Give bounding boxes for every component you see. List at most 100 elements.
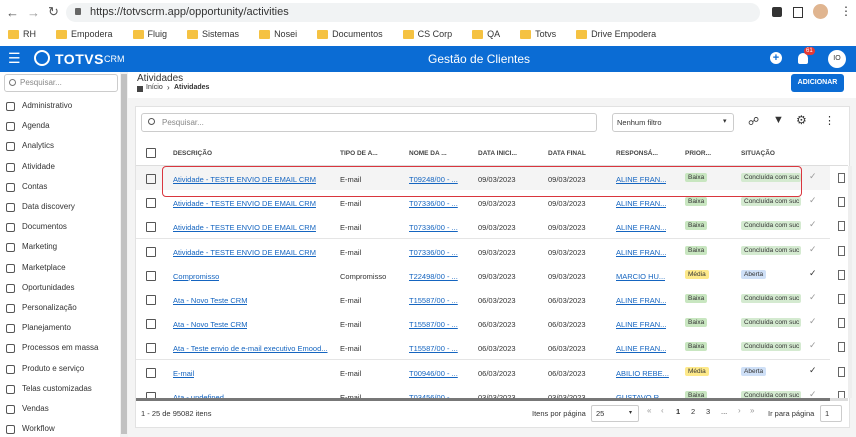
sidebar-item[interactable]: Vendas <box>0 401 118 417</box>
sidebar-item[interactable]: Telas customizadas <box>0 381 118 397</box>
row-checkbox[interactable] <box>146 270 156 281</box>
sidebar-search[interactable]: Pesquisar... <box>4 74 118 92</box>
copy-icon[interactable] <box>838 269 845 280</box>
sidebar-item[interactable]: Planejamento <box>0 320 118 336</box>
cell-link[interactable]: MARCIO HU... <box>616 271 666 281</box>
sidebar-item[interactable]: Oportunidades <box>0 280 118 296</box>
column-header[interactable]: NOME DA ... <box>409 150 447 157</box>
done-icon[interactable]: ✓ <box>809 292 817 302</box>
cell-link[interactable]: T15587/00 - ... <box>409 320 458 330</box>
copy-icon[interactable] <box>838 221 845 232</box>
last-page[interactable]: » <box>750 406 755 415</box>
table-search[interactable]: Pesquisar... <box>141 113 597 132</box>
cell-link[interactable]: ALINE FRAN... <box>616 296 667 305</box>
cell-link[interactable]: Atividade - TESTE ENVIO DE EMAIL CRM <box>173 199 316 209</box>
page-number[interactable]: 2 <box>691 407 696 416</box>
back-button[interactable]: ← <box>6 5 19 20</box>
sidebar-item[interactable]: Marketplace <box>0 260 118 276</box>
first-page[interactable]: « <box>647 406 652 415</box>
breadcrumb-home[interactable]: Início <box>146 84 163 91</box>
sidebar-item[interactable]: Atividade <box>0 159 118 175</box>
filter-button[interactable]: ▼ <box>773 114 784 126</box>
column-header[interactable]: DATA FINAL <box>548 150 586 157</box>
user-avatar[interactable]: IO <box>828 50 846 68</box>
done-icon[interactable]: ✓ <box>809 316 817 327</box>
cell-link[interactable]: Compromisso <box>173 271 220 281</box>
prev-page[interactable]: ‹ <box>661 406 664 415</box>
cell-link[interactable]: ALINE FRAN... <box>616 199 667 209</box>
cell-link[interactable]: ALINE FRAN... <box>616 175 667 184</box>
copy-icon[interactable] <box>838 342 845 353</box>
address-bar[interactable]: https://totvscrm.app/opportunity/activit… <box>66 3 760 22</box>
sidebar-item[interactable]: Documentos <box>0 219 118 235</box>
sidebar-item[interactable]: Administrativo <box>0 98 118 114</box>
bookmark[interactable]: Sistemas <box>187 28 239 42</box>
cell-link[interactable]: T07336/00 - ... <box>409 223 458 233</box>
page-number[interactable]: 1 <box>676 407 681 416</box>
sidebar-item[interactable]: Personalização <box>0 300 118 316</box>
column-header[interactable]: DATA INICI... <box>478 150 517 157</box>
hamburger-menu[interactable]: ☰ <box>8 50 21 66</box>
copy-icon[interactable] <box>838 197 845 208</box>
column-header[interactable]: DESCRIÇÃO <box>173 150 213 157</box>
sidebar-item[interactable]: Marketing <box>0 239 118 255</box>
done-icon[interactable]: ✓ <box>809 195 817 206</box>
bookmark[interactable]: Empodera <box>56 28 113 42</box>
notification-bell[interactable] <box>798 53 808 64</box>
goto-input[interactable]: 1 <box>820 405 842 422</box>
sidebar-item[interactable]: Analytics <box>0 138 118 154</box>
row-checkbox[interactable] <box>146 367 156 378</box>
column-header[interactable]: SITUAÇÃO <box>741 150 775 157</box>
extensions-icon[interactable] <box>772 7 782 17</box>
profile-avatar[interactable] <box>813 4 828 19</box>
row-checkbox[interactable] <box>146 295 156 305</box>
cell-link[interactable]: T15587/00 - ... <box>409 296 458 305</box>
reload-button[interactable]: ↻ <box>48 4 59 19</box>
bookmark[interactable]: Documentos <box>317 28 383 42</box>
more-button[interactable]: ⋮ <box>824 115 835 127</box>
cell-link[interactable]: T07336/00 - ... <box>409 247 458 257</box>
done-icon[interactable]: ✓ <box>809 219 817 230</box>
cell-link[interactable]: Atividade - TESTE ENVIO DE EMAIL CRM <box>173 247 316 257</box>
done-icon[interactable]: ✓ <box>809 364 817 375</box>
settings-button[interactable]: ⚙ <box>796 113 807 127</box>
done-icon[interactable]: ✓ <box>809 340 817 351</box>
row-checkbox[interactable] <box>146 174 156 184</box>
row-checkbox[interactable] <box>146 391 156 398</box>
forward-button[interactable]: → <box>27 5 40 20</box>
column-header[interactable]: RESPONSÁ... <box>616 150 658 157</box>
cell-link[interactable]: GUSTAVO R... <box>616 392 666 398</box>
cell-link[interactable]: T15587/00 - ... <box>409 344 458 354</box>
cell-link[interactable]: Ata - Teste envio de e-mail executivo Em… <box>173 344 328 354</box>
copy-icon[interactable] <box>838 245 845 256</box>
bookmark[interactable]: QA <box>472 28 500 42</box>
bookmark[interactable]: Totvs <box>520 28 556 42</box>
cell-link[interactable]: Ata - undefined <box>173 392 224 398</box>
add-button[interactable]: ADICIONAR <box>791 74 844 92</box>
cell-link[interactable]: E-mail <box>173 368 195 378</box>
bookmark[interactable]: RH <box>8 28 36 42</box>
copy-icon[interactable] <box>838 173 845 183</box>
cell-link[interactable]: ALINE FRAN... <box>616 344 667 354</box>
cell-link[interactable]: ABILIO REBE... <box>616 368 669 378</box>
cell-link[interactable]: ALINE FRAN... <box>616 320 667 330</box>
row-checkbox[interactable] <box>146 246 156 257</box>
sidepanel-icon[interactable] <box>793 7 803 18</box>
cell-link[interactable]: Atividade - TESTE ENVIO DE EMAIL CRM <box>173 175 316 184</box>
bookmark[interactable]: CS Corp <box>402 28 452 42</box>
per-page-select[interactable]: 25 ▾ <box>591 405 639 422</box>
page-number[interactable]: 3 <box>706 407 711 416</box>
copy-icon[interactable] <box>838 294 845 304</box>
sidebar-item[interactable]: Workflow <box>0 421 118 437</box>
done-icon[interactable]: ✓ <box>809 267 817 278</box>
sidebar-item[interactable]: Agenda <box>0 118 118 134</box>
copy-icon[interactable] <box>838 366 845 377</box>
cell-link[interactable]: T09248/00 - ... <box>409 175 458 184</box>
cell-link[interactable]: T22498/00 - ... <box>409 271 458 281</box>
filter-select[interactable]: Nenhum filtro ▾ <box>612 113 734 132</box>
cell-link[interactable]: ALINE FRAN... <box>616 247 667 257</box>
cell-link[interactable]: T03456/00 - ... <box>409 392 458 398</box>
share-button[interactable]: ☍ <box>748 116 760 128</box>
cell-link[interactable]: T00946/00 - ... <box>409 368 458 378</box>
bookmark[interactable]: Drive Empodera <box>576 28 656 42</box>
